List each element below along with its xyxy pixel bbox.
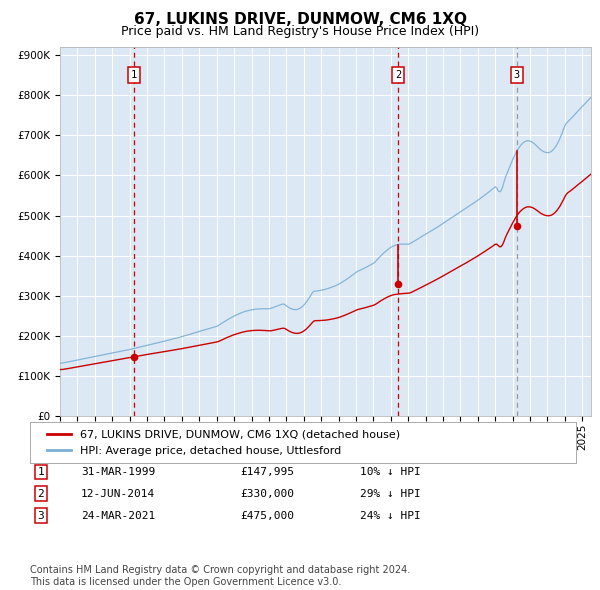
Legend: 67, LUKINS DRIVE, DUNMOW, CM6 1XQ (detached house), HPI: Average price, detached: 67, LUKINS DRIVE, DUNMOW, CM6 1XQ (detac… [41,424,406,461]
Text: 12-JUN-2014: 12-JUN-2014 [81,489,155,499]
Text: 24-MAR-2021: 24-MAR-2021 [81,511,155,520]
Text: 3: 3 [37,511,44,520]
Text: 24% ↓ HPI: 24% ↓ HPI [360,511,421,520]
Text: 2: 2 [37,489,44,499]
Text: £330,000: £330,000 [240,489,294,499]
Text: 10% ↓ HPI: 10% ↓ HPI [360,467,421,477]
Text: 29% ↓ HPI: 29% ↓ HPI [360,489,421,499]
Text: 1: 1 [131,70,137,80]
Text: Price paid vs. HM Land Registry's House Price Index (HPI): Price paid vs. HM Land Registry's House … [121,25,479,38]
Text: 67, LUKINS DRIVE, DUNMOW, CM6 1XQ: 67, LUKINS DRIVE, DUNMOW, CM6 1XQ [133,12,467,27]
Text: £147,995: £147,995 [240,467,294,477]
Text: Contains HM Land Registry data © Crown copyright and database right 2024.
This d: Contains HM Land Registry data © Crown c… [30,565,410,587]
Text: £475,000: £475,000 [240,511,294,520]
Text: 31-MAR-1999: 31-MAR-1999 [81,467,155,477]
Text: 2: 2 [395,70,401,80]
Text: 3: 3 [514,70,520,80]
Text: 1: 1 [37,467,44,477]
